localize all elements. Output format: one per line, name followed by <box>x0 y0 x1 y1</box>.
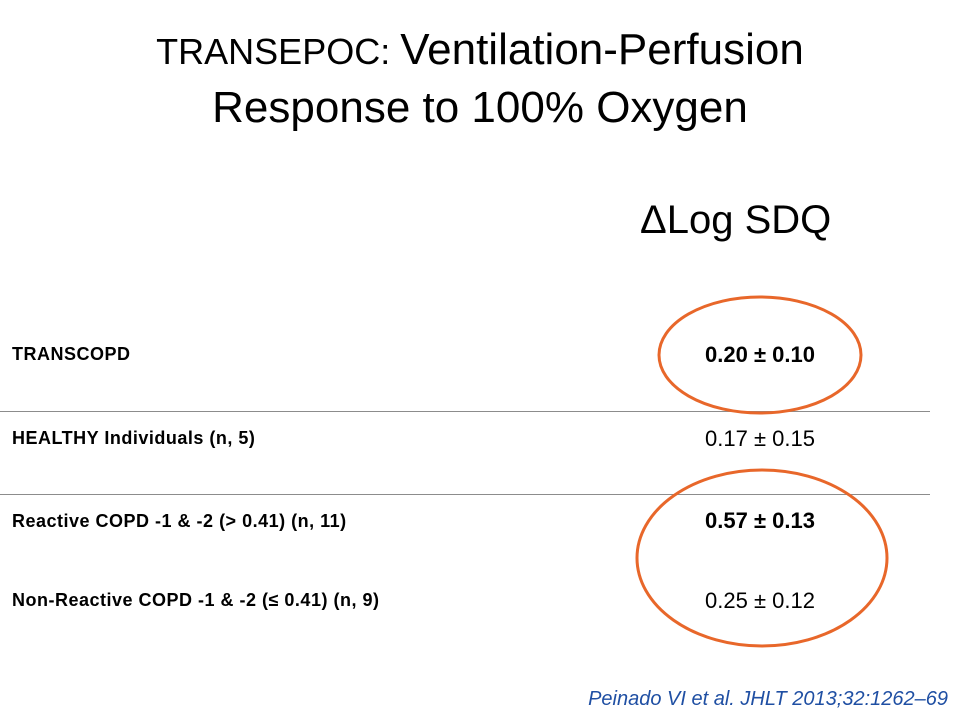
row-label-nonreactive: Non-Reactive COPD -1 & -2 (≤ 0.41) (n, 9… <box>12 590 380 610</box>
table-divider <box>0 411 930 412</box>
row-label-transcopd: TRANSCOPD <box>12 344 131 364</box>
title-line-1: TRANSEPOC: Ventilation-Perfusion <box>0 22 960 80</box>
row-value-nonreactive: 0.25 ± 0.12 <box>705 588 815 613</box>
row-label-healthy: HEALTHY Individuals (n, 5) <box>12 428 256 448</box>
slide-title: TRANSEPOC: Ventilation-Perfusion Respons… <box>0 22 960 136</box>
title-main: Ventilation-Perfusion <box>400 25 804 74</box>
row-value-healthy: 0.17 ± 0.15 <box>705 426 815 451</box>
citation: Peinado VI et al. JHLT 2013;32:1262–69 <box>588 688 948 710</box>
row-value-transcopd: 0.20 ± 0.10 <box>705 342 815 367</box>
title-prefix: TRANSEPOC: <box>156 31 401 72</box>
title-line-2: Response to 100% Oxygen <box>212 83 748 132</box>
column-header: ΔLog SDQ <box>640 198 832 242</box>
table-divider <box>0 494 930 495</box>
highlight-circle <box>635 468 889 648</box>
row-value-reactive: 0.57 ± 0.13 <box>705 508 815 533</box>
row-label-reactive: Reactive COPD -1 & -2 (> 0.41) (n, 11) <box>12 511 347 531</box>
